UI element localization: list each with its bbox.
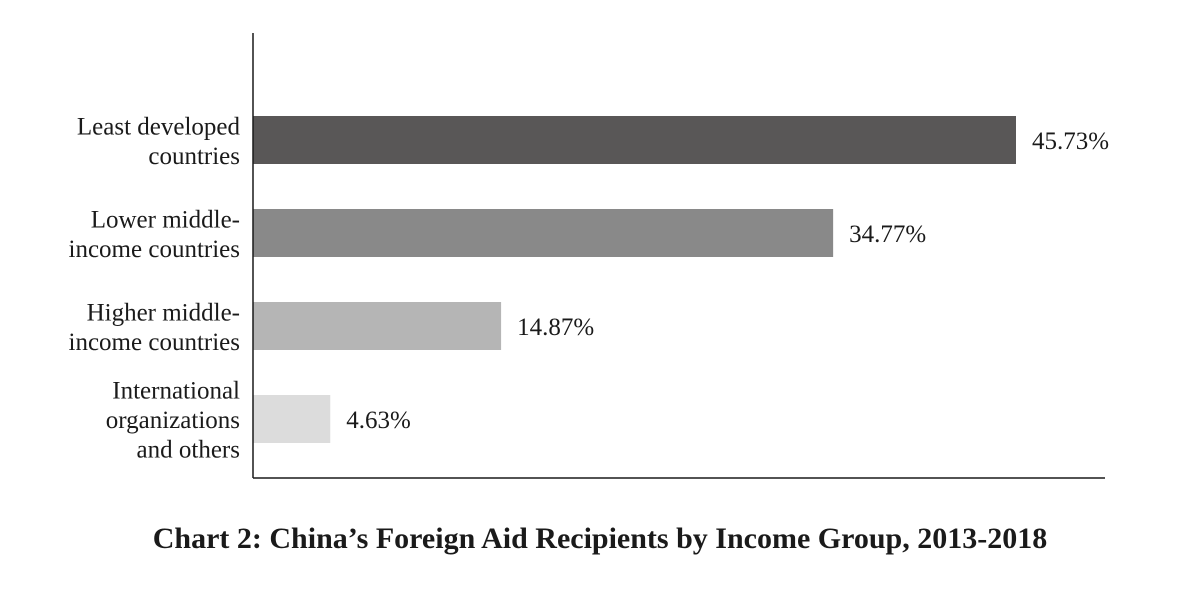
value-label-3: 14.87%	[517, 314, 594, 341]
category-label-line: income countries	[69, 236, 240, 263]
bar-3	[253, 302, 502, 350]
bar-1	[253, 116, 1016, 164]
category-label-line: Least developed	[77, 113, 241, 140]
bar-chart: Least developed countries Lower middle-inc…	[69, 33, 1109, 479]
category-label-line: Higher middle-	[87, 299, 240, 326]
category-label-line: Lower middle-	[91, 206, 240, 233]
value-labels-layer: 45.73% 34.77% 14.87% 4.63%	[346, 128, 1109, 434]
chart-title: Chart 2: China’s Foreign Aid Recipients …	[152, 522, 1048, 555]
category-label-4: International organizations and others	[106, 378, 240, 464]
bar-4	[253, 395, 331, 443]
bars-layer	[253, 116, 1016, 443]
bar-2	[253, 209, 834, 257]
category-label-2: Lower middle-income countries	[69, 206, 240, 263]
category-label-line: countries	[148, 143, 240, 170]
category-label-line: income countries	[69, 329, 240, 356]
category-label-3: Higher middle-income countries	[69, 299, 240, 356]
category-labels-layer: Least developed countries Lower middle-inc…	[69, 113, 241, 463]
category-label-line: and others	[137, 437, 240, 464]
value-label-2: 34.77%	[849, 221, 926, 248]
category-label-line: International	[112, 378, 240, 405]
value-label-4: 4.63%	[346, 407, 411, 434]
value-label-1: 45.73%	[1032, 128, 1109, 155]
category-label-line: organizations	[106, 407, 240, 434]
category-label-1: Least developed countries	[77, 113, 241, 170]
